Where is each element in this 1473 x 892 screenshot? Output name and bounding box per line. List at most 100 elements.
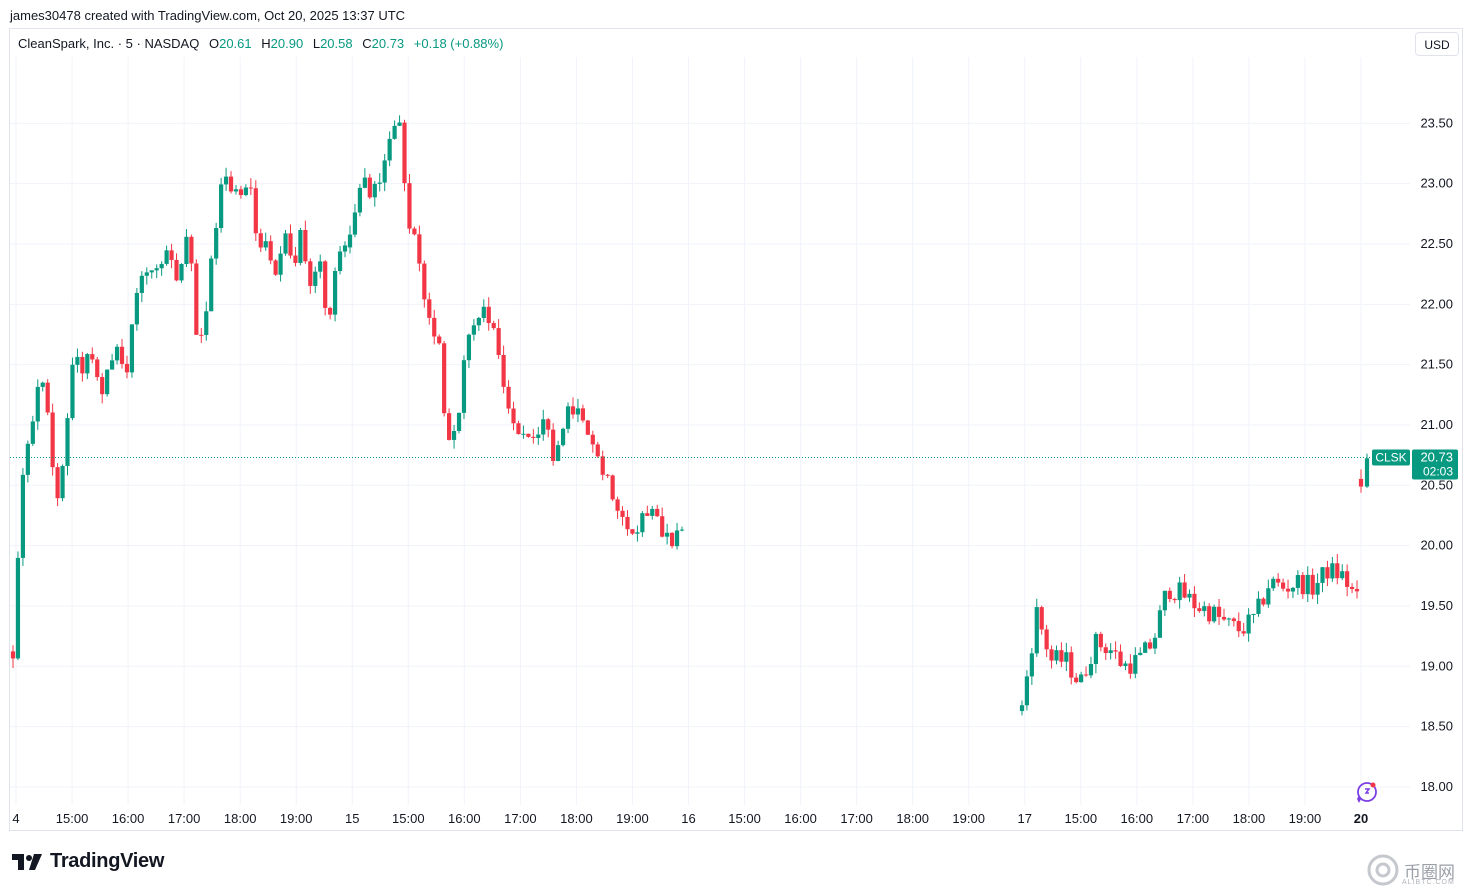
candle-body bbox=[228, 176, 234, 192]
chart-grid bbox=[10, 57, 1410, 805]
candle-body bbox=[184, 236, 189, 265]
time-tick-label: 16 bbox=[681, 811, 695, 826]
candle-body bbox=[1113, 650, 1118, 652]
candle-body bbox=[263, 241, 268, 248]
candle-body bbox=[1157, 610, 1163, 638]
tradingview-brand[interactable]: TradingView bbox=[12, 850, 164, 873]
candle-body bbox=[1354, 588, 1360, 592]
candle-body bbox=[288, 233, 293, 256]
candle-body bbox=[119, 346, 125, 364]
candle-body bbox=[342, 245, 348, 252]
candle-body bbox=[1108, 650, 1113, 654]
candle-body bbox=[357, 187, 363, 213]
candle-body bbox=[556, 445, 561, 461]
candle-body bbox=[1069, 652, 1074, 678]
candle-body bbox=[427, 299, 432, 318]
candle-body bbox=[1019, 705, 1025, 712]
candle-body bbox=[1349, 586, 1355, 589]
candle-body bbox=[605, 474, 610, 476]
candle-body bbox=[531, 436, 536, 438]
candle-body bbox=[1029, 653, 1034, 677]
candle-body bbox=[491, 323, 496, 329]
candle-body bbox=[456, 412, 462, 432]
candle-body bbox=[1246, 614, 1251, 634]
candle-body bbox=[129, 324, 135, 373]
time-tick-label: 18:00 bbox=[1233, 811, 1266, 826]
candle-body bbox=[655, 508, 660, 517]
candle-body bbox=[546, 419, 551, 430]
candle-body bbox=[154, 268, 159, 271]
symbol-legend: CleanSpark, Inc. · 5 · NASDAQ O20.61 H20… bbox=[18, 36, 503, 51]
time-tick-label: 17:00 bbox=[840, 811, 873, 826]
candle-body bbox=[1300, 575, 1305, 595]
candle-body bbox=[283, 233, 288, 254]
candle-body bbox=[521, 433, 526, 435]
candle-body bbox=[174, 259, 179, 281]
time-tick-label: 17 bbox=[1018, 811, 1032, 826]
candle-body bbox=[1330, 563, 1335, 579]
candle-body bbox=[1103, 647, 1108, 654]
candle-body bbox=[615, 499, 620, 511]
candle-body bbox=[199, 334, 204, 336]
candle-body bbox=[1281, 582, 1286, 589]
time-tick-label: 19:00 bbox=[1289, 811, 1322, 826]
legend-close-value: 20.73 bbox=[371, 36, 405, 51]
candle-body bbox=[1231, 618, 1236, 622]
candle-body bbox=[1310, 574, 1315, 595]
currency-button[interactable]: USD bbox=[1415, 32, 1459, 56]
candle-body bbox=[476, 317, 481, 326]
chart-caption: james30478 created with TradingView.com,… bbox=[10, 8, 406, 23]
time-axis: 4 15:00 16:00 17:00 18:00 19:00 15 15:00 16:00 17… bbox=[12, 811, 1368, 826]
candle-body bbox=[1074, 677, 1079, 683]
price-tick-label: 19.00 bbox=[1420, 658, 1453, 673]
candle-body bbox=[15, 557, 21, 659]
legend-open-value: 20.61 bbox=[219, 36, 252, 51]
candle-body bbox=[387, 138, 392, 161]
candle-body bbox=[382, 160, 387, 183]
candle-body bbox=[660, 516, 665, 537]
candle-body bbox=[114, 346, 120, 361]
sparkle-icon[interactable] bbox=[1351, 779, 1381, 812]
legend-symbol[interactable]: CleanSpark, Inc. · 5 · NASDAQ bbox=[18, 36, 200, 51]
candle-body bbox=[407, 183, 412, 229]
candle-body bbox=[1305, 574, 1310, 595]
candle-body bbox=[496, 328, 501, 356]
candle-body bbox=[194, 263, 199, 335]
price-tick-label: 21.50 bbox=[1420, 357, 1453, 372]
candle-body bbox=[377, 182, 382, 184]
candle-body bbox=[1261, 598, 1266, 605]
candle-body bbox=[1079, 674, 1084, 683]
candle-body bbox=[209, 258, 214, 312]
watermark-text: 币圈网 bbox=[1404, 862, 1455, 882]
candle-body bbox=[1207, 606, 1212, 622]
candle-body bbox=[278, 253, 283, 275]
candle-body bbox=[1133, 655, 1138, 674]
candle-body bbox=[253, 188, 258, 234]
candle-body bbox=[486, 306, 491, 324]
candle-body bbox=[1202, 606, 1207, 612]
candle-body bbox=[1236, 621, 1241, 632]
candle-body bbox=[1251, 613, 1256, 615]
candle-body bbox=[293, 255, 298, 263]
candle-body bbox=[124, 363, 130, 373]
candle-body bbox=[511, 408, 516, 424]
legend-open-label: O bbox=[208, 36, 220, 51]
watermark: 币圈网 bbox=[1366, 853, 1455, 887]
time-tick-label: 4 bbox=[12, 811, 19, 826]
time-tick-label: 17:00 bbox=[168, 811, 201, 826]
candle-body bbox=[1177, 582, 1182, 601]
candle-body bbox=[1162, 590, 1167, 611]
time-tick-label: 20 bbox=[1354, 811, 1368, 826]
candle-body bbox=[1241, 631, 1246, 634]
candle-body bbox=[1256, 598, 1261, 614]
candle-body bbox=[273, 260, 278, 275]
candle-body bbox=[1216, 606, 1222, 617]
candle-body bbox=[1187, 593, 1192, 598]
candle-body bbox=[90, 354, 95, 360]
candle-body bbox=[1093, 633, 1098, 665]
candle-body bbox=[144, 272, 149, 276]
time-tick-label: 17:00 bbox=[1177, 811, 1210, 826]
candle-body bbox=[1088, 664, 1094, 676]
